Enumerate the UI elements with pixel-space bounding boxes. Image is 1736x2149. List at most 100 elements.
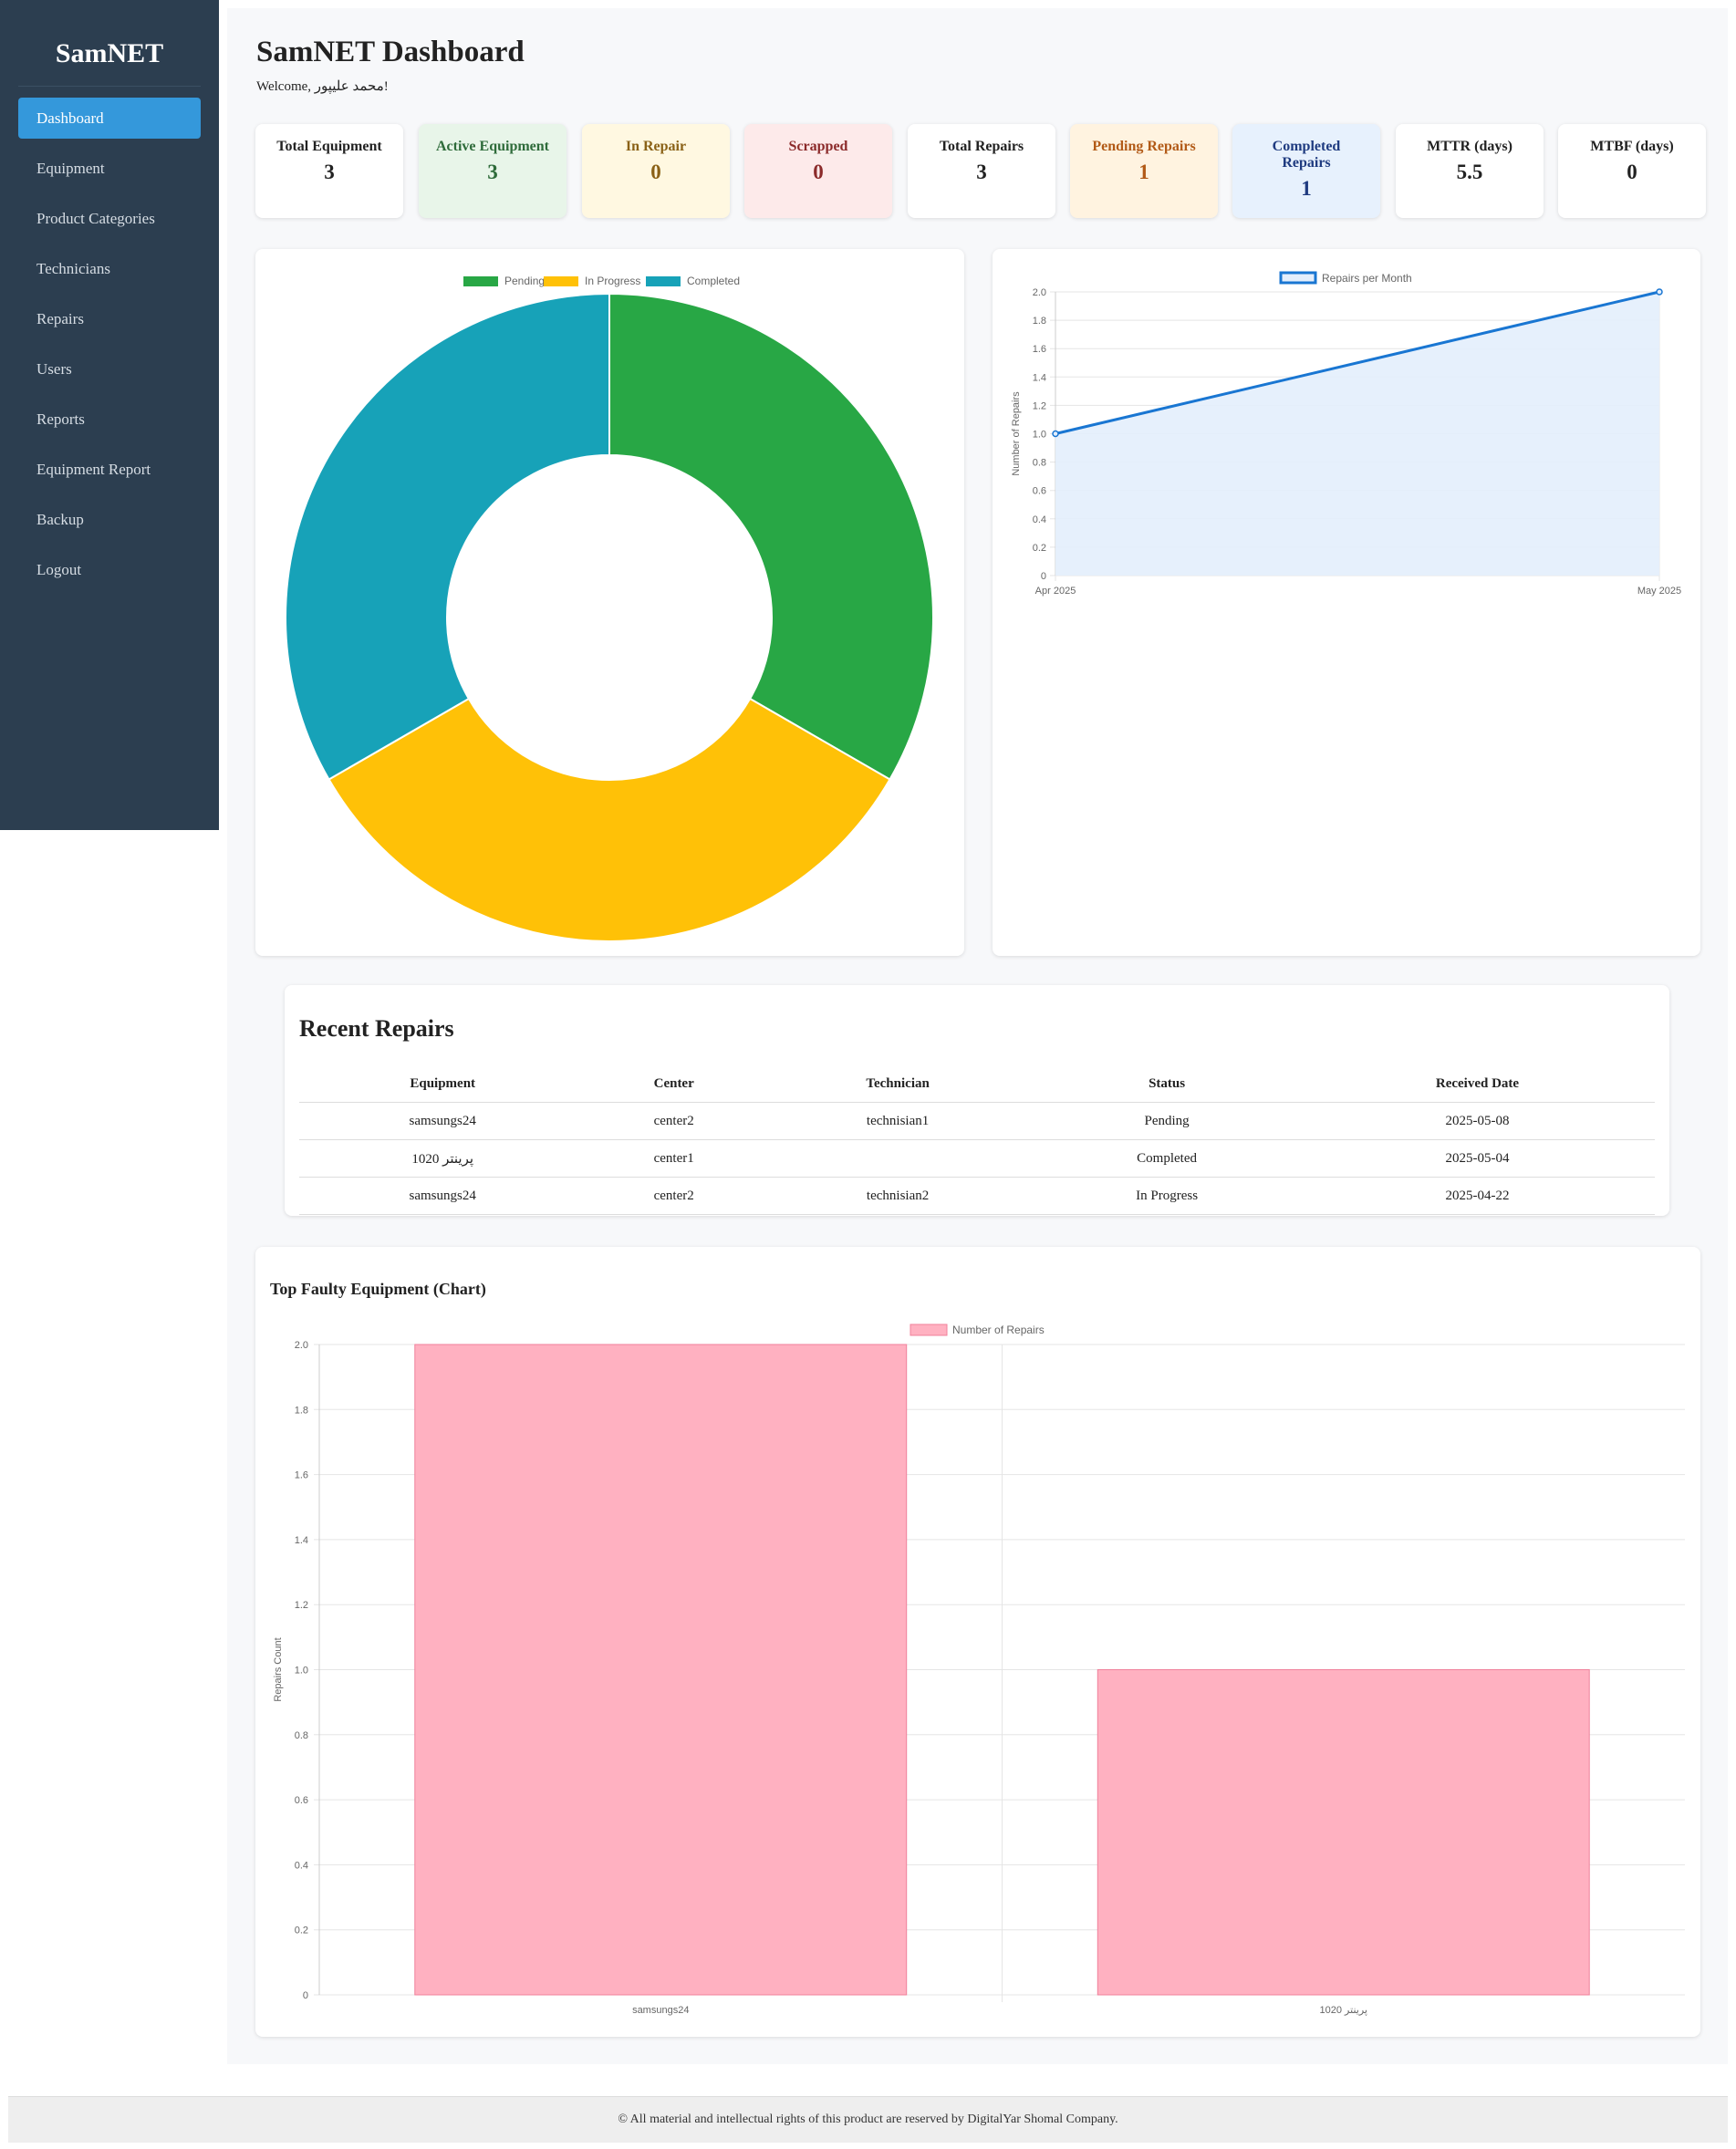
stat-value: 3: [324, 161, 335, 183]
column-header: Equipment: [299, 1065, 587, 1103]
y-tick-label: 1.0: [295, 1666, 308, 1677]
sidebar-item-backup[interactable]: Backup: [36, 511, 84, 528]
repairs-per-month-chart: Repairs per Month 0 0.2 0.4 0.6 0.8 1.0 1.2 1.4 1…: [1011, 271, 1681, 597]
y-tick-label: 1.8: [295, 1405, 308, 1416]
stat-card-mtbf: MTBF (days) 0: [1558, 124, 1706, 218]
brand-logo: SamNET: [18, 0, 201, 87]
stat-label: In Repair: [625, 139, 687, 154]
y-tick-label: 1.6: [1033, 344, 1046, 355]
sidebar-item-product-categories[interactable]: Product Categories: [36, 210, 155, 227]
stat-value: 3: [487, 161, 498, 183]
legend-label: Completed: [687, 275, 740, 287]
cell-technician: technisian1: [761, 1102, 1034, 1140]
cell-received-date: 2025-05-08: [1299, 1102, 1655, 1140]
y-tick-label: 1.4: [295, 1535, 308, 1546]
stat-label: Total Equipment: [276, 139, 382, 154]
top-faulty-chart-title: Top Faulty Equipment (Chart): [270, 1280, 486, 1298]
cell-received-date: 2025-04-22: [1299, 1177, 1655, 1215]
data-point: [1052, 430, 1059, 438]
stat-value: 5.5: [1456, 161, 1483, 183]
sidebar-item-repairs[interactable]: Repairs: [36, 310, 84, 327]
page-title: SamNET Dashboard: [256, 36, 525, 68]
main-content: SamNET Dashboard Welcome, محمد علیپور! T…: [227, 8, 1728, 2064]
cell-center: center2: [586, 1102, 762, 1140]
column-header: Technician: [761, 1065, 1034, 1103]
series-line: [1055, 290, 1660, 435]
y-tick-label: 1.2: [295, 1600, 308, 1611]
cell-equipment: پرینتر 1020: [299, 1139, 587, 1178]
data-point: [1656, 288, 1663, 296]
y-tick-label: 0: [1041, 571, 1046, 582]
y-tick-label: 1.6: [295, 1470, 308, 1481]
y-tick-label: 2.0: [295, 1340, 308, 1351]
table-header-row: Equipment Center Technician Status Recei…: [299, 1065, 1655, 1103]
cell-equipment: samsungs24: [299, 1102, 587, 1140]
sidebar-item-technicians[interactable]: Technicians: [36, 260, 110, 277]
legend-swatch: [910, 1324, 948, 1336]
stat-value: 0: [813, 161, 824, 183]
repair-status-doughnut-chart: Pending In Progress Completed: [285, 275, 934, 942]
sidebar: SamNET Dashboard Equipment Product Categ…: [0, 0, 219, 830]
doughnut-slice-completed: [285, 292, 610, 781]
cell-status: In Progress: [1034, 1177, 1300, 1215]
stat-label: Active Equipment: [436, 139, 549, 154]
table-row: samsungs24 center2 technisian2 In Progre…: [299, 1177, 1655, 1215]
table-row: پرینتر 1020 center1 Completed 2025-05-04: [299, 1139, 1655, 1178]
sidebar-item-logout[interactable]: Logout: [36, 561, 82, 578]
stat-value: 0: [1627, 161, 1637, 183]
cell-equipment: samsungs24: [299, 1177, 587, 1215]
top-faulty-panel: Top Faulty Equipment (Chart) Number of R…: [255, 1247, 1700, 2037]
stat-label: MTTR (days): [1427, 139, 1513, 154]
column-header: Status: [1034, 1065, 1300, 1103]
y-tick-label: 0.8: [1033, 458, 1046, 469]
stat-label: Pending Repairs: [1092, 139, 1196, 154]
y-tick-label: 2.0: [1033, 287, 1046, 298]
stat-card-total-repairs: Total Repairs 3: [908, 124, 1055, 218]
stat-value: 3: [976, 161, 987, 183]
y-axis-label: Number of Repairs: [1011, 391, 1022, 476]
footer: © All material and intellectual rights o…: [8, 2096, 1728, 2143]
y-tick-label: 1.8: [1033, 316, 1046, 327]
x-tick-label: May 2025: [1637, 586, 1681, 597]
y-tick-label: 0.4: [295, 1860, 308, 1871]
y-tick-label: 0.4: [1033, 514, 1046, 525]
legend-label: In Progress: [585, 275, 640, 287]
legend-swatch: [463, 276, 498, 286]
y-tick-label: 1.4: [1033, 372, 1046, 383]
stat-card-completed-repairs: Completed Repairs 1: [1232, 124, 1380, 218]
sidebar-item-users[interactable]: Users: [36, 360, 72, 378]
sidebar-item-dashboard[interactable]: Dashboard: [18, 98, 201, 139]
legend-label: Repairs per Month: [1322, 272, 1412, 285]
cell-status: Completed: [1034, 1139, 1300, 1178]
sidebar-item-equipment-report[interactable]: Equipment Report: [36, 461, 151, 478]
legend-swatch: [544, 276, 578, 286]
sidebar-item-equipment[interactable]: Equipment: [36, 160, 105, 177]
legend-label: Pending: [504, 275, 545, 287]
y-tick-label: 0.6: [1033, 486, 1046, 497]
legend-label: Number of Repairs: [952, 1324, 1045, 1336]
y-tick-label: 0.6: [295, 1795, 308, 1806]
bar: [1097, 1669, 1590, 1996]
doughnut-slice-in-progress: [327, 697, 891, 942]
sidebar-nav: Dashboard Equipment Product Categories T…: [0, 98, 219, 590]
stat-value: 1: [1138, 161, 1149, 183]
table-row: samsungs24 center2 technisian1 Pending 2…: [299, 1102, 1655, 1140]
sidebar-item-reports[interactable]: Reports: [36, 410, 85, 428]
stat-card-pending-repairs: Pending Repairs 1: [1070, 124, 1218, 218]
cell-received-date: 2025-05-04: [1299, 1139, 1655, 1178]
status-chart-panel: Pending In Progress Completed: [255, 249, 964, 956]
stat-card-active-equipment: Active Equipment 3: [419, 124, 567, 218]
stat-label: Total Repairs: [939, 139, 1024, 154]
top-faulty-bar-chart: Number of Repairs 0 0.2 0.4 0.6 0.8 1.0 1.2 1.4 1…: [273, 1324, 1685, 2016]
y-tick-label: 0.2: [1033, 543, 1046, 554]
column-header: Received Date: [1299, 1065, 1655, 1103]
y-tick-label: 1.0: [1033, 430, 1046, 441]
y-tick-label: 0.8: [295, 1730, 308, 1741]
stat-card-in-repair: In Repair 0: [582, 124, 730, 218]
monthly-chart-panel: Repairs per Month 0 0.2 0.4 0.6 0.8 1.0 1.2 1.4 1…: [993, 249, 1700, 956]
bar: [414, 1344, 908, 1996]
column-header: Center: [586, 1065, 762, 1103]
legend-swatch: [646, 276, 681, 286]
doughnut-slice-pending: [608, 292, 934, 781]
y-tick-label: 0: [303, 1990, 308, 2001]
